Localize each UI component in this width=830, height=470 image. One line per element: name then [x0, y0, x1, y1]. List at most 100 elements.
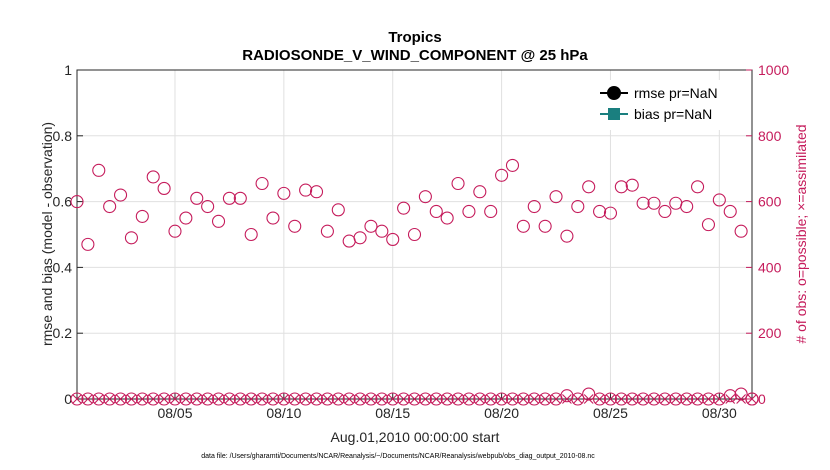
data-point-possible: [582, 180, 596, 194]
data-point-possible-near-zero: [364, 392, 378, 406]
data-point-possible-near-zero: [625, 392, 639, 406]
data-point-possible: [723, 204, 737, 219]
data-point-possible-near-zero: [429, 392, 443, 406]
tick-layer: 0 0.2 0.4 0.6 0.8 1 0 200 400 600 800 1000 08/05 08/1…: [53, 62, 790, 421]
data-point-possible-near-zero: [734, 387, 748, 401]
data-point-possible: [397, 201, 411, 215]
data-point-possible: [233, 191, 247, 205]
data-point-possible: [113, 188, 128, 202]
chart-title: Tropics: [388, 29, 441, 46]
data-point-possible-near-zero: [309, 392, 324, 406]
data-point-possible-near-zero: [614, 392, 628, 406]
data-point-possible-near-zero: [745, 392, 759, 406]
data-point-possible: [669, 196, 683, 210]
tick-label-right: 1000: [758, 62, 789, 78]
data-point-possible: [647, 196, 661, 210]
data-point-possible: [190, 191, 204, 205]
data-point-possible: [81, 237, 95, 251]
data-point-possible: [407, 227, 422, 242]
legend-box: [596, 80, 744, 130]
data-point-possible-near-zero: [538, 392, 552, 406]
tick-label-left: 0.8: [53, 128, 73, 144]
data-point-assimilated: [638, 394, 649, 404]
data-point-assimilated: [562, 394, 572, 404]
data-point-possible: [614, 180, 628, 194]
data-point-possible: [571, 199, 585, 214]
data-point-assimilated: [376, 394, 387, 404]
data-point-possible: [429, 204, 443, 219]
data-point-assimilated: [355, 394, 365, 404]
data-point-possible: [266, 211, 280, 225]
data-point-assimilated: [148, 394, 159, 404]
data-point-possible-near-zero: [81, 392, 95, 406]
data-point-assimilated: [572, 394, 583, 404]
tick-label-x: 08/30: [702, 405, 737, 421]
data-point-assimilated: [529, 394, 540, 404]
data-point-possible: [473, 185, 487, 199]
tick-label-right: 0: [758, 391, 766, 407]
data-point-possible: [484, 204, 498, 219]
data-point-assimilated: [670, 394, 681, 404]
data-point-assimilated: [202, 394, 213, 404]
data-point-possible: [103, 199, 117, 214]
data-point-possible: [331, 203, 345, 217]
data-point-possible-near-zero: [473, 392, 487, 406]
data-point-possible: [364, 219, 378, 233]
data-point-possible-near-zero: [680, 392, 694, 406]
data-point-possible: [603, 206, 618, 220]
legend-rmse-marker: [607, 86, 621, 100]
legend: rmse pr=NaN bias pr=NaN: [596, 80, 744, 130]
data-point-possible-near-zero: [342, 392, 356, 406]
data-point-possible: [353, 231, 367, 245]
data-point-assimilated: [551, 394, 561, 404]
data-point-possible: [527, 199, 541, 214]
data-point-assimilated: [115, 394, 126, 404]
data-point-possible-near-zero: [157, 392, 171, 406]
data-point-possible: [124, 231, 138, 245]
data-point-assimilated: [311, 394, 322, 404]
data-point-assimilated: [387, 394, 398, 404]
data-point-possible: [244, 227, 258, 242]
data-point-possible: [342, 234, 356, 248]
data-point-assimilated: [453, 394, 463, 404]
data-point-assimilated: [333, 394, 344, 404]
data-point-possible-near-zero: [288, 392, 302, 406]
data-point-assimilated: [180, 394, 191, 404]
data-point-possible: [135, 209, 149, 223]
data-point-possible: [516, 219, 530, 233]
data-point-possible: [549, 190, 563, 204]
data-point-possible-near-zero: [603, 392, 618, 406]
data-point-assimilated: [507, 394, 518, 404]
data-point-possible: [211, 214, 226, 228]
data-point-possible-near-zero: [505, 392, 520, 406]
data-point-assimilated: [540, 394, 551, 404]
data-point-possible-near-zero: [495, 392, 509, 406]
data-point-assimilated: [322, 394, 333, 404]
data-point-possible-near-zero: [201, 392, 215, 406]
data-point-possible-near-zero: [407, 392, 422, 406]
data-point-possible: [320, 224, 334, 238]
data-point-possible-near-zero: [418, 392, 432, 406]
data-point-assimilated: [616, 394, 627, 404]
data-point-possible-near-zero: [146, 392, 160, 406]
data-point-possible-near-zero: [222, 392, 236, 406]
data-point-possible: [299, 183, 313, 197]
data-point-possible: [538, 219, 552, 233]
data-point-possible: [636, 196, 650, 210]
data-point-possible: [157, 181, 171, 195]
legend-bias-label: bias pr=NaN: [634, 106, 712, 122]
data-point-possible-near-zero: [113, 392, 128, 406]
data-point-assimilated: [583, 394, 594, 404]
data-point-assimilated: [736, 394, 747, 404]
y-axis-label-right: # of obs: o=possible; ×=assimilated: [793, 124, 809, 343]
data-point-possible-near-zero: [244, 392, 258, 406]
data-point-possible-near-zero: [135, 392, 149, 406]
data-point-possible: [146, 170, 160, 184]
tick-label-left: 0: [64, 391, 72, 407]
data-point-possible: [691, 180, 705, 194]
data-point-assimilated: [278, 394, 289, 404]
data-point-possible-near-zero: [320, 392, 334, 406]
data-point-assimilated: [289, 394, 300, 404]
data-point-assimilated: [442, 394, 453, 404]
data-point-assimilated: [300, 394, 311, 404]
